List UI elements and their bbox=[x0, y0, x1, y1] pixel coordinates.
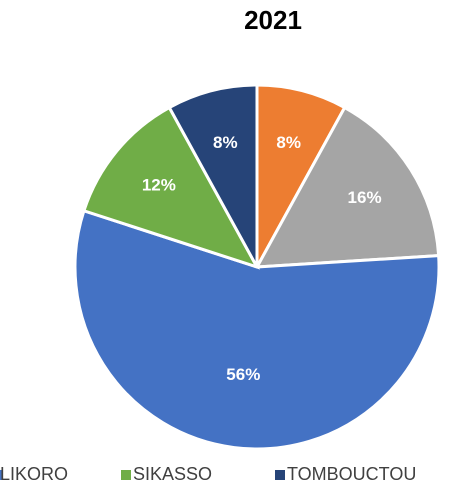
value-label: 56% bbox=[226, 365, 260, 384]
pie-slice bbox=[167, 83, 259, 268]
value-label: 8% bbox=[213, 133, 238, 152]
value-label: 8% bbox=[276, 133, 301, 152]
value-label: 12% bbox=[142, 175, 176, 194]
pie-slice bbox=[82, 105, 261, 270]
legend-label: LIKORO bbox=[0, 464, 68, 484]
pie-slice bbox=[255, 83, 347, 268]
legend-swatch bbox=[275, 470, 285, 480]
pie-slice bbox=[73, 208, 441, 451]
pie-slice bbox=[254, 105, 441, 269]
legend-label: SIKASSO bbox=[133, 464, 212, 484]
legend-label: TOMBOUCTOU bbox=[287, 464, 416, 484]
chart-title: 2021 bbox=[244, 5, 302, 35]
legend-swatch bbox=[0, 470, 2, 480]
legend-swatch bbox=[121, 470, 131, 480]
value-label: 16% bbox=[348, 188, 382, 207]
